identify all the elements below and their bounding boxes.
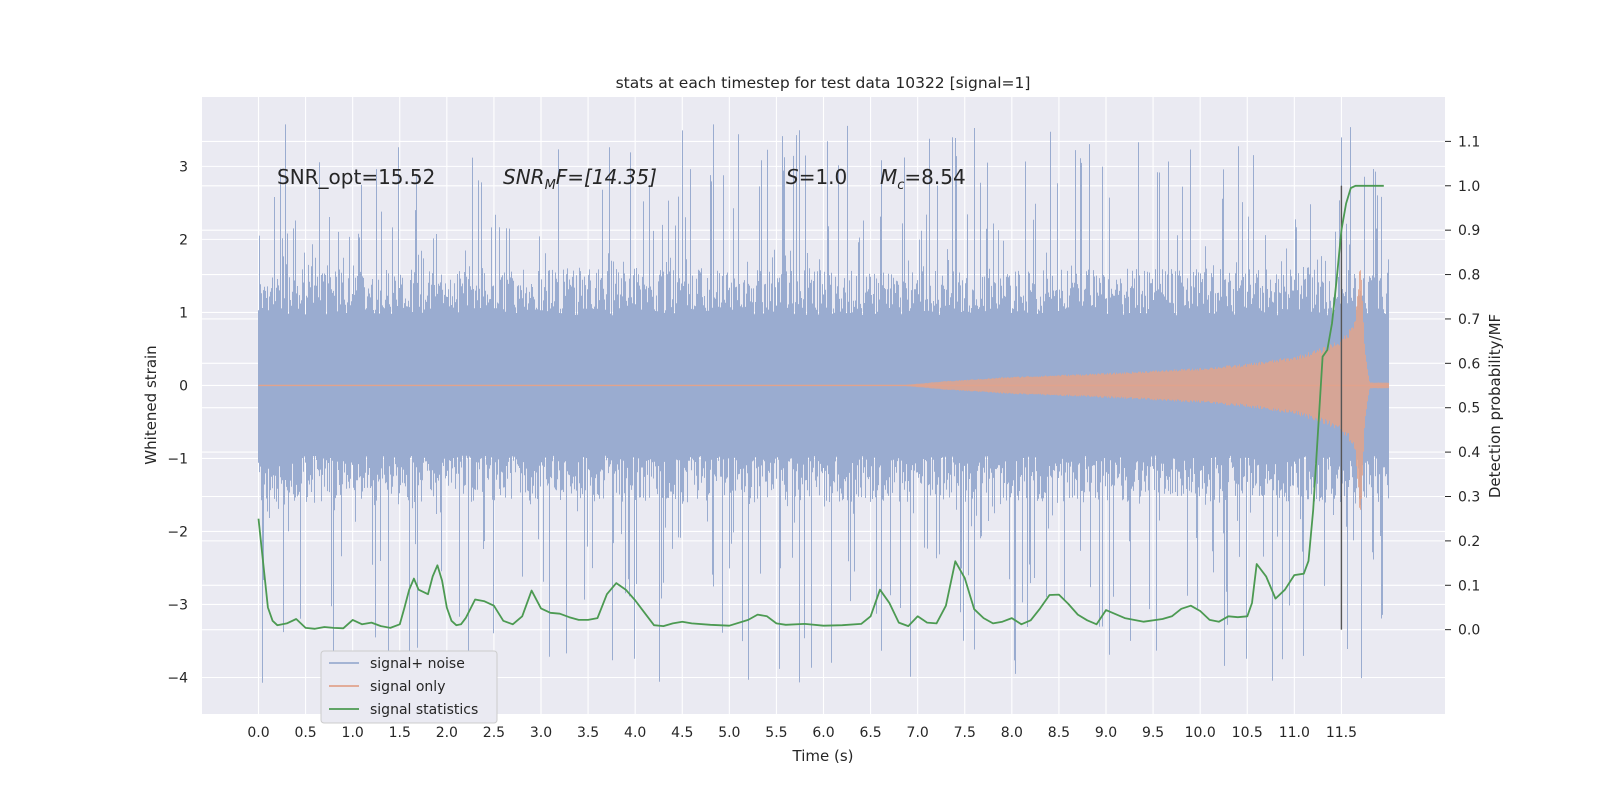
x-tick-label: 7.0 xyxy=(907,725,929,741)
x-tick-label: 0.0 xyxy=(247,725,269,741)
x-tick-label: 10.0 xyxy=(1185,725,1216,741)
y-left-tick-label: 3 xyxy=(179,159,188,175)
x-tick-label: 2.5 xyxy=(483,725,505,741)
y-left-tick-label: −2 xyxy=(167,524,188,540)
y-right-tick-label: 0.9 xyxy=(1458,223,1480,239)
x-tick-label: 0.5 xyxy=(294,725,316,741)
legend-label-signal-noise: signal+ noise xyxy=(370,656,465,672)
annotation-mc-subscript: c xyxy=(897,178,904,193)
x-tick-label: 4.0 xyxy=(624,725,646,741)
annotation-snr-mf-subscript: M xyxy=(545,178,556,193)
x-tick-label: 4.5 xyxy=(671,725,693,741)
x-tick-label: 6.5 xyxy=(859,725,881,741)
x-tick-label: 11.5 xyxy=(1326,725,1357,741)
x-tick-label: 1.5 xyxy=(389,725,411,741)
legend-label-signal-statistics: signal statistics xyxy=(370,702,478,718)
x-tick-label: 11.0 xyxy=(1279,725,1310,741)
y-left-axis-label: Whitened strain xyxy=(142,345,160,464)
annotation-snr-opt: SNR_opt=15.52 xyxy=(277,165,435,189)
y-left-tick-label: −1 xyxy=(167,451,188,467)
x-tick-label: 3.5 xyxy=(577,725,599,741)
y-left-tick-label: 2 xyxy=(179,232,188,248)
legend-label-signal-only: signal only xyxy=(370,679,445,695)
x-tick-label: 9.0 xyxy=(1095,725,1117,741)
y-left-tick-label: −3 xyxy=(167,597,188,613)
x-tick-label: 2.0 xyxy=(436,725,458,741)
y-left-tick-label: −4 xyxy=(167,670,188,686)
y-right-axis-ticks: 0.0 0.1 0.2 0.3 0.4 0.5 0.6 0.7 0.8 0.9 1.0 1.1 xyxy=(1445,134,1480,639)
y-right-tick-label: 0.7 xyxy=(1458,312,1480,328)
y-right-tick-label: 1.1 xyxy=(1458,134,1480,150)
series-layer xyxy=(257,124,1389,683)
y-left-tick-label: 0 xyxy=(179,378,188,394)
annotation-s-tail: =1.0 xyxy=(799,165,848,189)
x-tick-label: 3.0 xyxy=(530,725,552,741)
x-axis-label: Time (s) xyxy=(792,747,854,765)
annotation-s: S=1.0 xyxy=(786,165,847,189)
y-right-tick-label: 0.2 xyxy=(1458,534,1480,550)
annotation-snr-mf-tail: F=[14.35] xyxy=(556,165,657,189)
annotation-snr-mf-italic: SNR xyxy=(503,165,545,189)
x-tick-label: 6.0 xyxy=(812,725,834,741)
legend-frame xyxy=(320,650,498,724)
y-right-axis-label: Detection probability/MF xyxy=(1486,314,1504,498)
annotation-snr-mf: SNRMF=[14.35] xyxy=(503,165,657,193)
y-right-tick-label: 0.6 xyxy=(1458,356,1480,372)
x-tick-label: 10.5 xyxy=(1232,725,1263,741)
x-tick-label: 5.5 xyxy=(765,725,787,741)
x-tick-label: 1.0 xyxy=(342,725,364,741)
y-left-tick-label: 1 xyxy=(179,305,188,321)
legend: signal+ noise signal only signal statist… xyxy=(320,650,498,724)
series-signal-statistics xyxy=(257,184,1384,630)
x-axis-ticks: 0.0 0.5 1.0 1.5 2.0 2.5 3.0 3.5 4.0 4.5 5.0 5.5 6.0 6… xyxy=(247,725,1357,741)
y-right-tick-label: 0.1 xyxy=(1458,578,1480,594)
y-right-tick-label: 0.0 xyxy=(1458,623,1480,639)
y-right-tick-label: 0.4 xyxy=(1458,445,1480,461)
annotation-mc-tail: =8.54 xyxy=(904,165,965,189)
y-right-tick-label: 0.8 xyxy=(1458,268,1480,284)
annotation-mc: Mc=8.54 xyxy=(880,165,966,193)
chart-title: stats at each timestep for test data 103… xyxy=(616,74,1031,92)
x-tick-label: 8.5 xyxy=(1048,725,1070,741)
x-tick-label: 9.5 xyxy=(1142,725,1164,741)
y-right-tick-label: 0.3 xyxy=(1458,489,1480,505)
x-tick-label: 7.5 xyxy=(954,725,976,741)
annotation-s-italic: S xyxy=(786,165,799,189)
y-right-tick-label: 0.5 xyxy=(1458,401,1480,417)
y-left-axis-ticks: −4 −3 −2 −1 0 1 2 3 xyxy=(167,159,188,686)
x-tick-label: 5.0 xyxy=(718,725,740,741)
x-tick-label: 8.0 xyxy=(1001,725,1023,741)
annotation-mc-italic: M xyxy=(880,165,897,189)
y-right-tick-label: 1.0 xyxy=(1458,179,1480,195)
